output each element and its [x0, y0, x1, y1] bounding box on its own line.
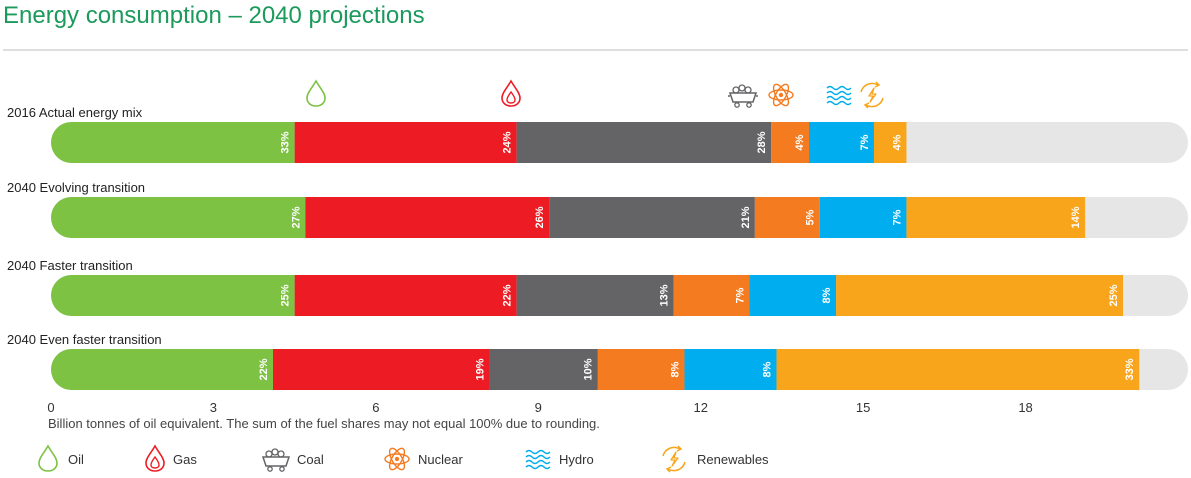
legend-item-nuclear: Nuclear — [384, 447, 463, 471]
row-label: 2016 Actual energy mix — [7, 105, 143, 120]
legend-item-oil: Oil — [38, 444, 84, 472]
legend: Oil Gas Coal — [38, 444, 769, 473]
data-label: 7% — [859, 134, 871, 150]
bar-segment-gas — [272, 349, 490, 390]
x-tick-label: 6 — [372, 400, 379, 415]
data-label: 22% — [258, 358, 270, 380]
bar-segment-hydro — [684, 349, 777, 390]
x-tick-label: 18 — [1018, 400, 1032, 415]
bar-segment-nuclear — [771, 122, 809, 163]
row-label: 2040 Evolving transition — [7, 180, 145, 195]
data-label: 13% — [659, 284, 671, 306]
bar-segment-oil — [51, 122, 295, 163]
x-axis: 0 3 6 9 12 15 18 — [47, 400, 1032, 415]
data-label: 33% — [280, 131, 292, 153]
bar-segment-coal — [516, 275, 674, 316]
data-label: 4% — [794, 134, 806, 150]
oil-drop-icon — [38, 444, 58, 472]
bar-segment-renewables — [906, 197, 1086, 238]
legend-label-renewables: Renewables — [697, 452, 769, 467]
data-label: 25% — [1108, 284, 1120, 306]
data-label: 8% — [821, 287, 833, 303]
bar-row-2040-even-faster-transition: 2040 Even faster transition 22% 19% 10% 8% 8%… — [7, 332, 1188, 390]
legend-item-renewables: Renewables — [662, 445, 769, 473]
bar-row-2016-actual-energy-mix: 2016 Actual energy mix 33% 24% 28% 4% 7% 4% — [7, 105, 1188, 163]
atom-icon — [768, 83, 794, 107]
row-label: 2040 Even faster transition — [7, 332, 162, 347]
bar-row-2040-faster-transition: 2040 Faster transition 25% 22% 13% 7% 8% 25% — [7, 258, 1188, 316]
data-label: 27% — [290, 206, 302, 228]
water-waves-icon — [826, 85, 852, 106]
data-label: 33% — [1124, 358, 1136, 380]
x-tick-label: 3 — [210, 400, 217, 415]
bar-segment-oil — [51, 275, 295, 316]
gas-flame-icon — [501, 79, 521, 107]
x-tick-label: 9 — [535, 400, 542, 415]
data-label: 21% — [740, 206, 752, 228]
data-label: 28% — [756, 131, 768, 153]
x-tick-label: 15 — [856, 400, 870, 415]
bar-segments — [51, 275, 1124, 316]
data-label: 26% — [534, 206, 546, 228]
bar-segment-hydro — [749, 275, 837, 316]
data-label: 19% — [474, 358, 486, 380]
data-label: 7% — [891, 209, 903, 225]
oil-drop-icon — [306, 79, 326, 107]
atom-icon — [384, 447, 410, 471]
bar-segments — [51, 122, 907, 163]
legend-label-gas: Gas — [173, 452, 197, 467]
top-icons — [306, 79, 884, 109]
bar-segment-hydro — [819, 197, 907, 238]
data-label: 8% — [669, 361, 681, 377]
data-label: 4% — [891, 134, 903, 150]
data-label: 5% — [805, 209, 817, 225]
bar-segment-nuclear — [597, 349, 685, 390]
bar-segment-nuclear — [754, 197, 820, 238]
bar-segment-coal — [549, 197, 755, 238]
coal-cart-icon — [261, 448, 291, 472]
bar-segment-gas — [305, 197, 550, 238]
legend-item-gas: Gas — [145, 444, 197, 472]
bar-segment-oil — [51, 349, 273, 390]
water-waves-icon — [525, 449, 551, 470]
data-label: 7% — [734, 287, 746, 303]
bar-rows: 2016 Actual energy mix 33% 24% 28% 4% 7% 4% 204… — [7, 105, 1188, 390]
gas-flame-icon — [145, 444, 165, 472]
renewable-energy-icon — [662, 445, 686, 473]
axis-note: Billion tonnes of oil equivalent. The su… — [48, 416, 600, 431]
data-label: 10% — [583, 358, 595, 380]
bar-segment-coal — [489, 349, 598, 390]
legend-label-hydro: Hydro — [559, 452, 594, 467]
bar-segment-oil — [51, 197, 306, 238]
data-label: 14% — [1070, 206, 1082, 228]
legend-item-hydro: Hydro — [525, 449, 594, 470]
bar-segment-hydro — [809, 122, 874, 163]
data-label: 25% — [280, 284, 292, 306]
bar-segment-renewables — [873, 122, 907, 163]
bar-segment-coal — [516, 122, 772, 163]
chart-title: Energy consumption – 2040 projections — [3, 2, 425, 29]
bar-segment-renewables — [836, 275, 1124, 316]
bar-segment-gas — [294, 122, 517, 163]
legend-label-coal: Coal — [297, 452, 324, 467]
legend-label-nuclear: Nuclear — [418, 452, 463, 467]
bar-segment-nuclear — [673, 275, 750, 316]
legend-item-coal: Coal — [261, 448, 324, 472]
bar-segments — [51, 349, 1140, 390]
row-label: 2040 Faster transition — [7, 258, 133, 273]
bar-row-2040-evolving-transition: 2040 Evolving transition 27% 26% 21% 5% 7% 14% — [7, 180, 1188, 238]
data-label: 22% — [502, 284, 514, 306]
bar-segment-gas — [294, 275, 517, 316]
data-label: 24% — [502, 131, 514, 153]
renewable-energy-icon — [860, 81, 884, 109]
legend-label-oil: Oil — [68, 452, 84, 467]
bar-segment-renewables — [776, 349, 1140, 390]
x-tick-label: 0 — [47, 400, 54, 415]
x-tick-label: 12 — [693, 400, 707, 415]
coal-cart-icon — [728, 84, 758, 108]
bar-segments — [51, 197, 1086, 238]
data-label: 8% — [761, 361, 773, 377]
